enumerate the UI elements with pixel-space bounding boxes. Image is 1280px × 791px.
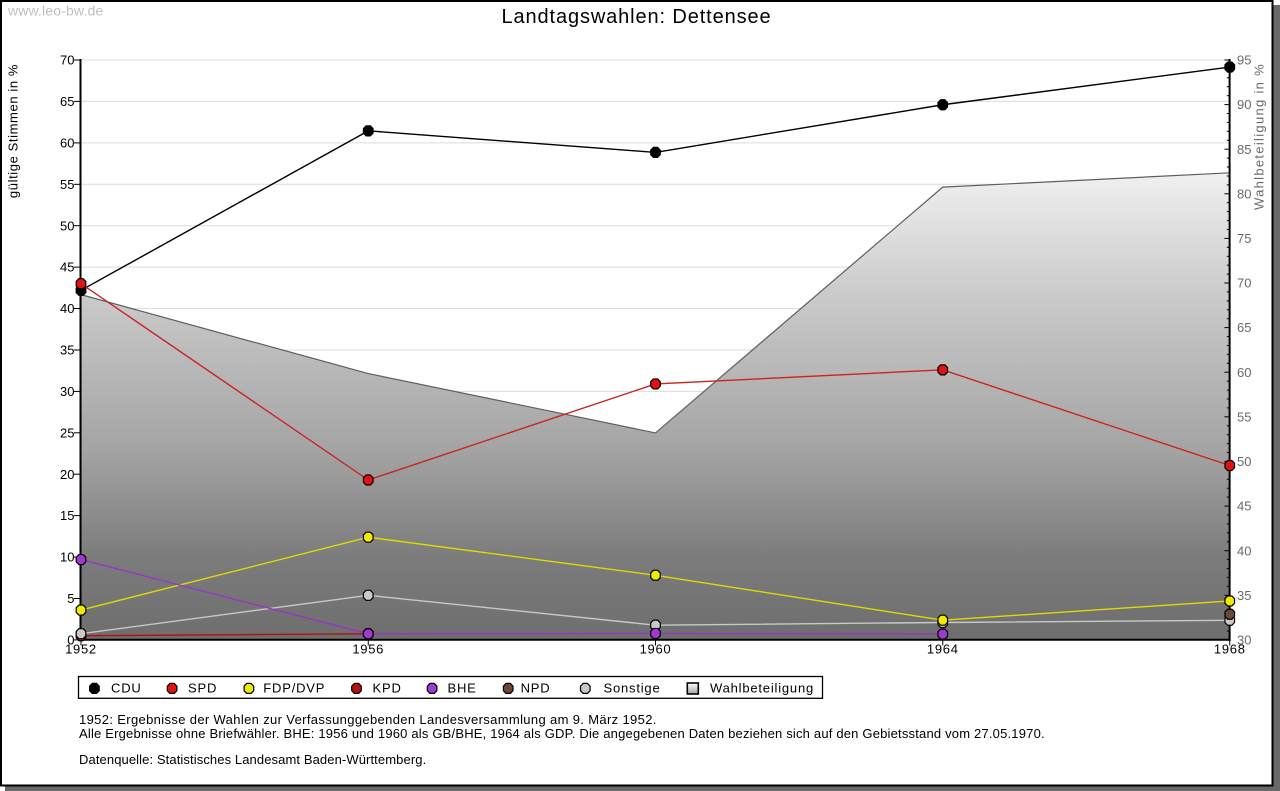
svg-text:60: 60 — [60, 136, 74, 151]
svg-text:Wahlbeteiligung in %: Wahlbeteiligung in % — [1252, 63, 1267, 210]
svg-text:80: 80 — [1237, 186, 1251, 201]
svg-text:Landtagswahlen: Dettensee: Landtagswahlen: Dettensee — [502, 6, 772, 28]
svg-text:1964: 1964 — [927, 642, 959, 657]
svg-text:30: 30 — [1237, 633, 1251, 648]
svg-text:65: 65 — [1237, 320, 1251, 335]
svg-text:45: 45 — [60, 260, 74, 275]
svg-text:55: 55 — [60, 177, 74, 192]
svg-text:35: 35 — [60, 343, 74, 358]
svg-text:65: 65 — [60, 94, 74, 109]
svg-text:KPD: KPD — [373, 681, 402, 696]
svg-text:BHE: BHE — [448, 681, 477, 696]
svg-text:90: 90 — [1237, 97, 1251, 112]
svg-text:FDP/DVP: FDP/DVP — [263, 681, 325, 696]
svg-text:0: 0 — [67, 633, 74, 648]
svg-text:1952: 1952 — [65, 642, 97, 657]
svg-text:85: 85 — [1237, 142, 1251, 157]
svg-text:10: 10 — [60, 550, 74, 565]
svg-text:60: 60 — [1237, 365, 1251, 380]
svg-text:55: 55 — [1237, 409, 1251, 424]
svg-text:Datenquelle: Statistisches Lan: Datenquelle: Statistisches Landesamt Bad… — [79, 752, 426, 767]
svg-text:20: 20 — [60, 467, 74, 482]
svg-text:www.leo-bw.de: www.leo-bw.de — [7, 3, 103, 19]
svg-text:Alle Ergebnisse ohne Briefwähl: Alle Ergebnisse ohne Briefwähler. BHE: 1… — [79, 726, 1045, 741]
svg-text:35: 35 — [1237, 588, 1251, 603]
svg-text:40: 40 — [60, 301, 74, 316]
svg-text:50: 50 — [60, 218, 74, 233]
svg-text:30: 30 — [60, 384, 74, 399]
svg-text:1960: 1960 — [640, 642, 672, 657]
svg-text:50: 50 — [1237, 454, 1251, 469]
svg-text:70: 70 — [60, 53, 74, 68]
svg-text:95: 95 — [1237, 53, 1251, 68]
svg-text:SPD: SPD — [188, 681, 217, 696]
svg-text:45: 45 — [1237, 499, 1251, 514]
svg-text:25: 25 — [60, 425, 74, 440]
svg-text:40: 40 — [1237, 543, 1251, 558]
svg-text:1968: 1968 — [1214, 642, 1246, 657]
svg-text:CDU: CDU — [111, 681, 142, 696]
svg-text:15: 15 — [60, 508, 74, 523]
svg-text:Wahlbeteiligung: Wahlbeteiligung — [710, 681, 814, 696]
svg-text:NPD: NPD — [521, 681, 551, 696]
svg-text:1956: 1956 — [352, 642, 384, 657]
svg-text:Sonstige: Sonstige — [604, 681, 661, 696]
svg-text:1952: Ergebnisse der Wahlen zu: 1952: Ergebnisse der Wahlen zur Verfassu… — [79, 712, 657, 727]
svg-text:gültige Stimmen in %: gültige Stimmen in % — [6, 64, 21, 198]
svg-text:70: 70 — [1237, 276, 1251, 291]
svg-text:75: 75 — [1237, 231, 1251, 246]
svg-text:5: 5 — [67, 591, 74, 606]
